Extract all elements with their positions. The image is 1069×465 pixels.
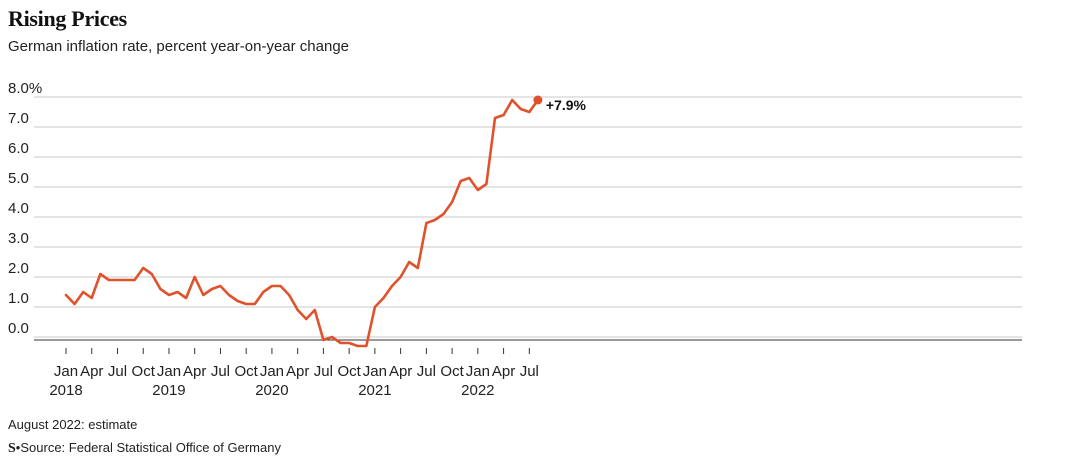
y-tick-label: 7.0 xyxy=(8,110,29,127)
x-tick-label-month: Apr xyxy=(389,363,412,380)
x-tick-label-month: Jul xyxy=(520,363,539,380)
x-tick-label-month: Apr xyxy=(492,363,515,380)
latest-value-label: +7.9% xyxy=(546,97,587,113)
y-tick-label: 8.0% xyxy=(8,80,42,97)
x-tick-label-month: Apr xyxy=(183,363,206,380)
inflation-series-line xyxy=(64,98,540,348)
x-tick-label-year: 2018 xyxy=(49,382,82,399)
x-tick-label-month: Jul xyxy=(314,363,333,380)
x-tick-label-year: 2020 xyxy=(255,382,288,399)
x-tick-label-month: Apr xyxy=(80,363,103,380)
bullet-separator: • xyxy=(15,440,21,455)
x-tick-label-month: Oct xyxy=(440,363,464,380)
y-tick-label: 1.0 xyxy=(8,290,29,307)
x-tick-label-month: Jul xyxy=(417,363,436,380)
y-tick-label: 6.0 xyxy=(8,140,29,157)
x-tick-label-month: Jan xyxy=(260,363,284,380)
y-tick-label: 0.0 xyxy=(8,320,29,337)
y-tick-label: 5.0 xyxy=(8,170,29,187)
x-tick-label-year: 2021 xyxy=(358,382,391,399)
y-tick-label: 4.0 xyxy=(8,200,29,217)
x-tick-label-month: Oct xyxy=(132,363,156,380)
x-tick-label-month: Jan xyxy=(157,363,181,380)
chart-subtitle: German inflation rate, percent year-on-y… xyxy=(8,38,350,55)
source-line: S•Source: Federal Statistical Office of … xyxy=(8,440,281,457)
latest-value-dot xyxy=(533,95,543,105)
x-tick-label-month: Oct xyxy=(235,363,259,380)
line-chart: 0.0 1.0 2.0 3.0 4.0 5.0 6.0 7.0 8.0% Jan 2018 Apr Ju… xyxy=(8,80,1022,399)
x-tick-label-month: Oct xyxy=(337,363,361,380)
x-tick-label-month: Jan xyxy=(54,363,78,380)
source-text: Source: Federal Statistical Office of Ge… xyxy=(20,440,281,455)
x-tick-label-month: Jul xyxy=(108,363,127,380)
estimate-note: August 2022: estimate xyxy=(8,417,138,432)
y-tick-label: 3.0 xyxy=(8,230,29,247)
y-tick-label: 2.0 xyxy=(8,260,29,277)
x-tick-label-month: Jul xyxy=(211,363,230,380)
x-tick-label-year: 2019 xyxy=(152,382,185,399)
x-tick-label-year: 2022 xyxy=(461,382,494,399)
x-tick-label-month: Apr xyxy=(286,363,309,380)
chart-title: Rising Prices xyxy=(8,6,127,31)
x-tick-label-month: Jan xyxy=(466,363,490,380)
publisher-logo: S xyxy=(8,441,16,456)
x-tick-label-month: Jan xyxy=(363,363,387,380)
